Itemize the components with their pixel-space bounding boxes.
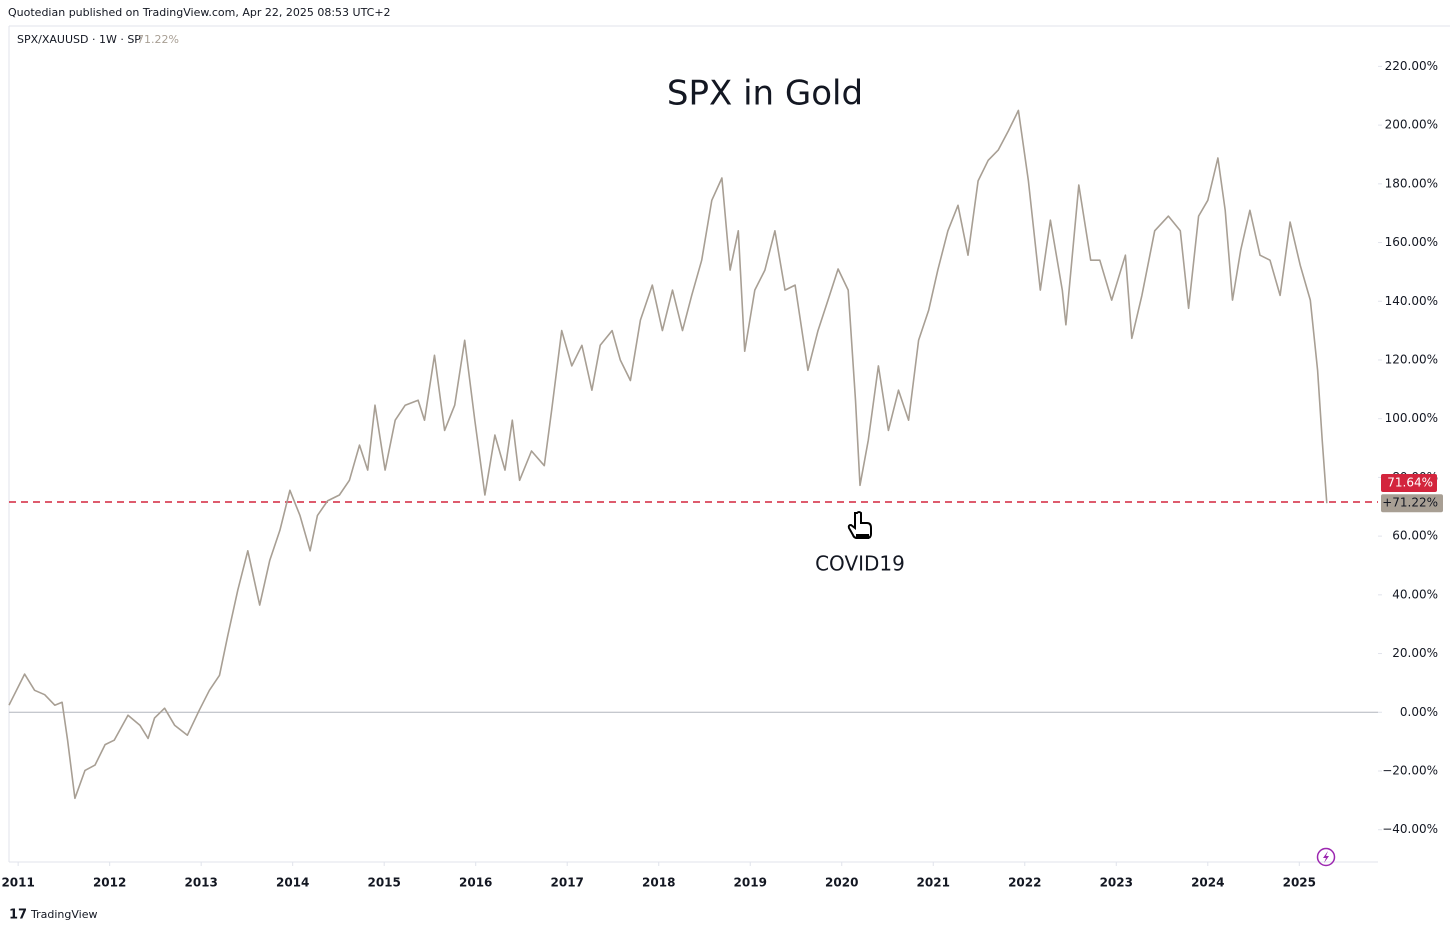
x-tick-label: 2015 bbox=[367, 876, 400, 890]
x-tick-label: 2025 bbox=[1283, 876, 1316, 890]
y-tick-label: 160.00% bbox=[1385, 235, 1438, 249]
annotation: COVID19 bbox=[815, 552, 905, 576]
y-tick-label: 200.00% bbox=[1385, 118, 1438, 132]
y-tick-label: −20.00% bbox=[1382, 763, 1438, 777]
attribution: Quotedian published on TradingView.com, … bbox=[8, 6, 391, 19]
y-tick-label: 120.00% bbox=[1385, 352, 1438, 366]
x-tick-label: 2023 bbox=[1100, 876, 1133, 890]
header-value: 71.22% bbox=[137, 33, 179, 46]
footer: TradingView bbox=[30, 908, 97, 921]
x-tick-label: 2013 bbox=[184, 876, 217, 890]
y-tick-label: −40.00% bbox=[1382, 822, 1438, 836]
y-tick-label: 100.00% bbox=[1385, 411, 1438, 425]
chart-title: SPX in Gold bbox=[667, 74, 863, 114]
y-tick-label: 40.00% bbox=[1392, 587, 1438, 601]
x-tick-label: 2021 bbox=[917, 876, 950, 890]
x-tick-label: 2016 bbox=[459, 876, 492, 890]
y-tick-label: 180.00% bbox=[1385, 176, 1438, 190]
last-value-box bbox=[1381, 494, 1443, 513]
lightning-icon bbox=[1316, 847, 1336, 867]
x-tick-label: 2020 bbox=[825, 876, 858, 890]
y-tick-label: 140.00% bbox=[1385, 294, 1438, 308]
x-tick-label: 2011 bbox=[1, 876, 34, 890]
x-tick-label: 2022 bbox=[1008, 876, 1041, 890]
logo-mark: 17 bbox=[9, 908, 27, 923]
x-tick-label: 2018 bbox=[642, 876, 675, 890]
price-line-series bbox=[8, 109, 1328, 800]
symbol: SPX/XAUUSD · 1W · SP bbox=[17, 33, 141, 46]
y-tick-label: 20.00% bbox=[1392, 646, 1438, 660]
price-line-label: 71.64% bbox=[1387, 475, 1433, 489]
hand-icon bbox=[847, 511, 872, 539]
x-tick-label: 2024 bbox=[1191, 876, 1224, 890]
price-line-box bbox=[1381, 473, 1437, 492]
footer-logo: 17 bbox=[9, 908, 27, 923]
y-tick-label: 60.00% bbox=[1392, 529, 1438, 543]
last-value-label: +71.22% bbox=[1382, 496, 1438, 510]
x-tick-label: 2014 bbox=[276, 876, 309, 890]
x-tick-label: 2012 bbox=[93, 876, 126, 890]
y-tick-label: 220.00% bbox=[1385, 59, 1438, 73]
x-tick-label: 2019 bbox=[734, 876, 767, 890]
x-tick-label: 2017 bbox=[551, 876, 584, 890]
y-tick-label: 0.00% bbox=[1400, 705, 1438, 719]
